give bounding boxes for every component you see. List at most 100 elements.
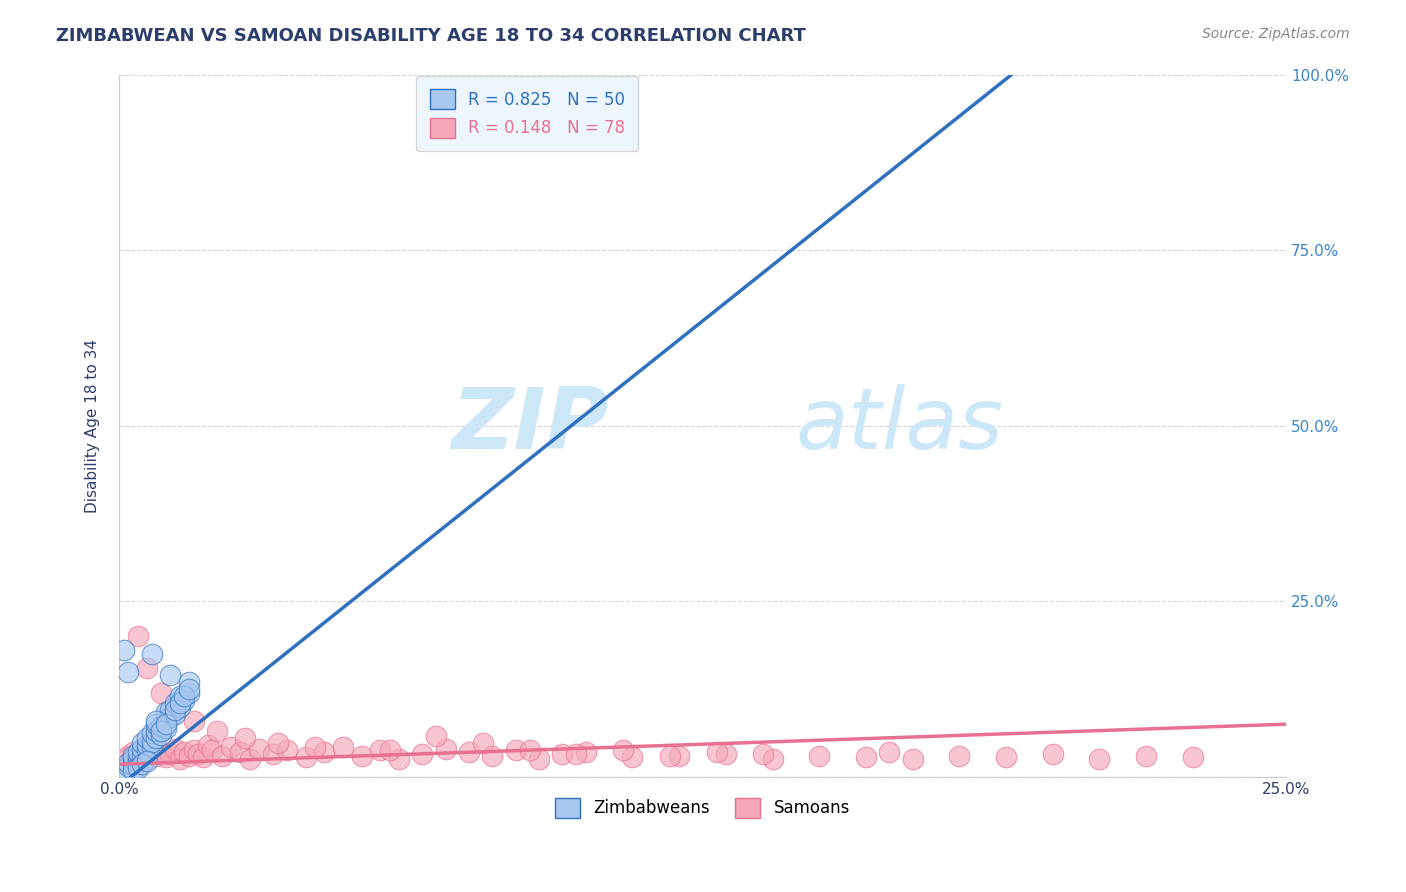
Point [575, 745, 598, 759]
Point [131, 757, 153, 772]
Point [136, 731, 159, 746]
Point [127, 750, 149, 764]
Point [141, 743, 163, 757]
Point [155, 750, 177, 764]
Point [505, 743, 527, 757]
Text: ZIMBABWEAN VS SAMOAN DISABILITY AGE 18 TO 34 CORRELATION CHART: ZIMBABWEAN VS SAMOAN DISABILITY AGE 18 T… [56, 27, 806, 45]
Point [127, 761, 149, 775]
Point [136, 738, 159, 752]
Point [527, 752, 550, 766]
Point [378, 743, 401, 757]
Text: Source: ZipAtlas.com: Source: ZipAtlas.com [1202, 27, 1350, 41]
Point [117, 665, 139, 679]
Point [434, 741, 457, 756]
Point [201, 743, 224, 757]
Point [901, 752, 924, 766]
Point [141, 726, 163, 740]
Point [136, 743, 159, 757]
Point [169, 689, 191, 703]
Point [551, 747, 574, 762]
Point [169, 752, 191, 766]
Point [145, 724, 167, 739]
Legend: Zimbabweans, Samoans: Zimbabweans, Samoans [548, 791, 856, 825]
Point [165, 703, 187, 717]
Point [159, 703, 181, 717]
Point [131, 741, 153, 756]
Y-axis label: Disability Age 18 to 34: Disability Age 18 to 34 [86, 339, 100, 513]
Point [150, 724, 173, 739]
Point [247, 741, 270, 756]
Point [145, 740, 167, 755]
Point [122, 748, 145, 763]
Point [388, 752, 411, 766]
Point [165, 706, 187, 721]
Point [173, 692, 195, 706]
Point [205, 724, 228, 739]
Point [481, 748, 503, 763]
Point [131, 736, 153, 750]
Point [187, 747, 209, 762]
Point [173, 745, 195, 759]
Point [350, 748, 373, 763]
Point [145, 714, 167, 728]
Point [855, 750, 877, 764]
Point [155, 712, 177, 726]
Point [706, 745, 728, 759]
Point [519, 743, 541, 757]
Point [122, 752, 145, 766]
Point [127, 755, 149, 769]
Point [127, 745, 149, 759]
Point [621, 750, 644, 764]
Point [314, 745, 336, 759]
Point [150, 728, 173, 742]
Point [761, 752, 783, 766]
Point [127, 750, 149, 764]
Point [159, 747, 181, 762]
Point [165, 741, 187, 756]
Point [131, 741, 153, 756]
Text: ZIP: ZIP [451, 384, 609, 467]
Point [112, 763, 135, 777]
Point [122, 757, 145, 772]
Point [122, 755, 145, 769]
Point [173, 689, 195, 703]
Point [177, 748, 200, 763]
Point [658, 748, 681, 763]
Point [1181, 750, 1204, 764]
Point [948, 748, 970, 763]
Point [714, 747, 737, 762]
Point [332, 740, 354, 755]
Point [183, 714, 205, 728]
Point [169, 696, 191, 710]
Point [1135, 748, 1157, 763]
Point [141, 647, 163, 661]
Point [141, 740, 163, 755]
Point [145, 748, 167, 763]
Point [472, 736, 495, 750]
Point [370, 743, 392, 757]
Point [136, 661, 159, 675]
Point [117, 759, 139, 773]
Point [159, 710, 181, 724]
Point [131, 748, 153, 763]
Point [411, 747, 433, 762]
Point [131, 747, 153, 762]
Point [155, 717, 177, 731]
Point [233, 731, 256, 746]
Point [612, 743, 634, 757]
Point [177, 682, 200, 697]
Point [136, 755, 159, 769]
Point [117, 748, 139, 763]
Point [141, 735, 163, 749]
Point [229, 745, 252, 759]
Point [1042, 747, 1064, 762]
Point [458, 745, 481, 759]
Point [150, 719, 173, 733]
Point [117, 756, 139, 770]
Text: atlas: atlas [796, 384, 1004, 467]
Point [155, 721, 177, 735]
Point [808, 748, 831, 763]
Point [304, 740, 326, 755]
Point [165, 699, 187, 714]
Point [112, 752, 135, 766]
